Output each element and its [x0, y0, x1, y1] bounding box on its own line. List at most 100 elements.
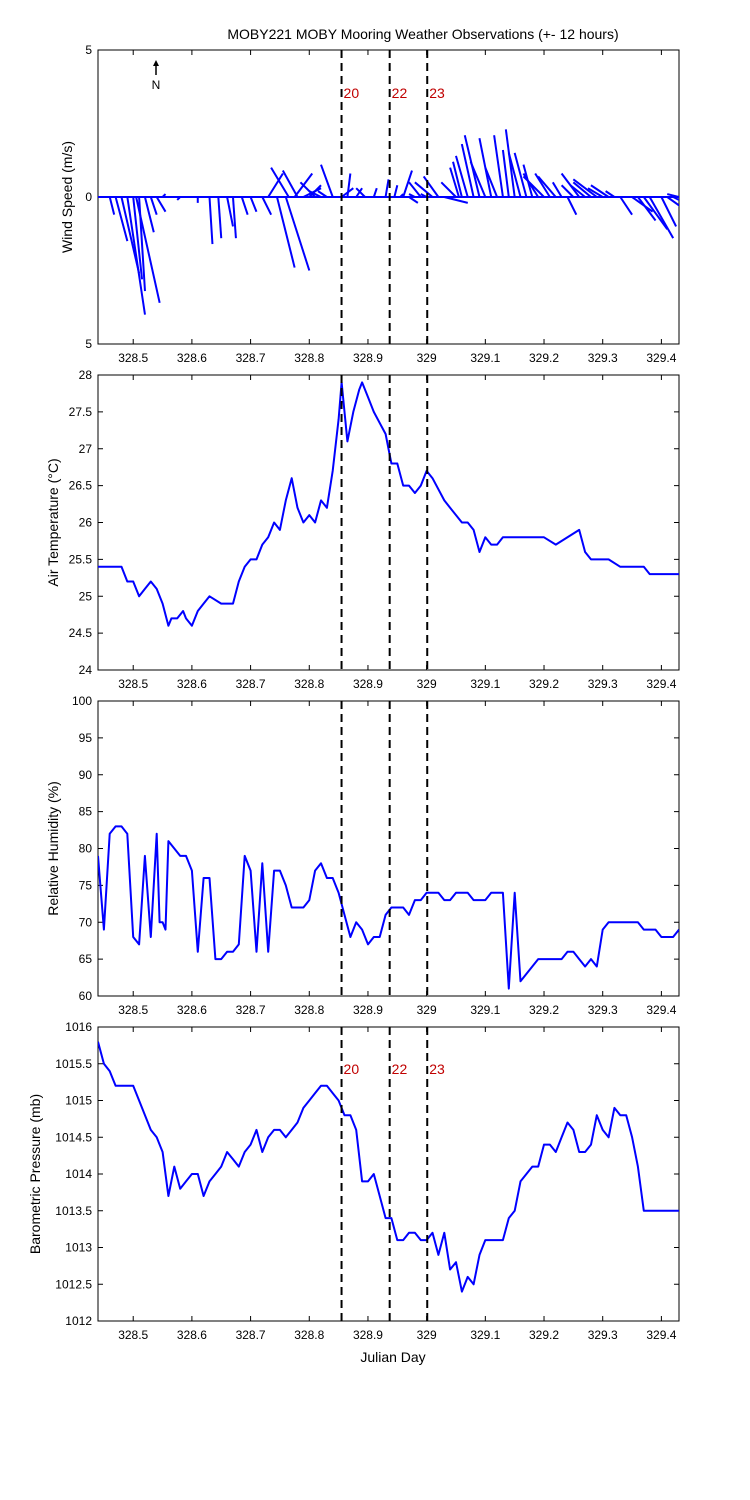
event-marker-label: 23 — [429, 85, 445, 101]
wind-vector — [572, 178, 598, 198]
wind-vector — [420, 193, 428, 198]
wind-vector — [132, 196, 144, 280]
wind-vector — [569, 184, 586, 198]
y-tick-label: 25 — [79, 589, 93, 603]
panel-1: 328.5 328.6 328.7 328.8 328.9 329 329.1 329.2 32… — [59, 43, 680, 365]
y-axis-label: Air Temperature (°C) — [45, 458, 61, 586]
x-tick-label: 329.3 — [588, 351, 618, 365]
x-tick-label: 329.3 — [588, 677, 618, 691]
y-tick-label: 5 — [85, 337, 92, 351]
wind-vector — [346, 173, 352, 198]
wind-vector — [267, 172, 284, 198]
wind-vector — [484, 167, 498, 198]
x-tick-label: 328.8 — [294, 1003, 324, 1017]
wind-vector — [537, 175, 557, 198]
x-tick-label: 329.2 — [529, 1003, 559, 1017]
wind-vector — [422, 175, 440, 198]
wind-vector — [231, 196, 237, 239]
north-arrow-head — [153, 60, 159, 66]
x-tick-label: 329.4 — [646, 1328, 676, 1342]
panel-4: 328.5 328.6 328.7 328.8 328.9 329 329.1 329.2 32… — [27, 1020, 680, 1342]
y-tick-label: 85 — [79, 805, 93, 819]
y-tick-label: 100 — [72, 694, 92, 708]
wind-vector — [399, 193, 404, 198]
y-tick-label: 1013 — [65, 1241, 92, 1255]
wind-vector — [666, 193, 679, 198]
data-series-line — [98, 1041, 679, 1293]
wind-vector — [660, 196, 677, 227]
x-tick-label: 329.3 — [588, 1328, 618, 1342]
wind-vector — [299, 181, 316, 198]
chart-panels: 328.5 328.6 328.7 328.8 328.9 329 329.1 329.2 32… — [27, 43, 680, 1342]
wind-vector — [372, 187, 378, 198]
wind-vector — [522, 175, 545, 198]
wind-vector — [408, 181, 422, 198]
wind-vector — [605, 190, 615, 198]
y-tick-label: 60 — [79, 989, 93, 1003]
x-tick-label: 328.7 — [236, 677, 266, 691]
north-label: N — [152, 78, 161, 92]
x-tick-label: 329.2 — [529, 351, 559, 365]
y-tick-label: 95 — [79, 731, 93, 745]
y-tick-label: 27 — [79, 442, 93, 456]
x-tick-label: 329.4 — [646, 677, 676, 691]
wind-vector — [143, 196, 155, 233]
wind-vector — [270, 167, 290, 198]
wind-vector — [440, 181, 457, 198]
wind-vector — [226, 196, 234, 227]
plot-area — [98, 1041, 679, 1293]
wind-vector — [355, 187, 366, 198]
wind-vector — [317, 190, 328, 198]
y-tick-label: 25.5 — [69, 552, 93, 566]
y-tick-label: 26 — [79, 516, 93, 530]
wind-vector — [449, 167, 460, 198]
y-tick-label: 24.5 — [69, 626, 93, 640]
x-tick-label: 329 — [417, 1003, 437, 1017]
y-tick-label: 0 — [85, 190, 92, 204]
y-tick-label: 28 — [79, 368, 93, 382]
x-tick-label: 328.9 — [353, 1003, 383, 1017]
wind-vector — [108, 196, 116, 215]
y-tick-label: 24 — [79, 663, 93, 677]
x-tick-label: 328.6 — [177, 1328, 207, 1342]
wind-vector — [452, 161, 463, 198]
x-tick-label: 329.1 — [470, 1328, 500, 1342]
wind-vector — [666, 196, 679, 207]
x-tick-label: 329.1 — [470, 677, 500, 691]
x-tick-label: 328.7 — [236, 1328, 266, 1342]
x-tick-label: 328.5 — [118, 1328, 148, 1342]
y-tick-label: 90 — [79, 768, 93, 782]
y-tick-label: 1014.5 — [55, 1130, 92, 1144]
wind-vector — [551, 181, 563, 198]
wind-vector — [149, 196, 158, 215]
wind-vector — [355, 187, 363, 198]
y-tick-label: 26.5 — [69, 479, 93, 493]
x-tick-label: 328.5 — [118, 677, 148, 691]
x-tick-label: 328.7 — [236, 351, 266, 365]
wind-vector — [455, 155, 469, 198]
wind-vector — [138, 196, 146, 292]
event-marker-label: 20 — [344, 1061, 360, 1077]
wind-vector — [566, 196, 578, 216]
wind-vector — [522, 172, 539, 198]
x-tick-label: 328.7 — [236, 1003, 266, 1017]
plot-area — [98, 381, 679, 627]
wind-vector — [261, 196, 273, 216]
x-tick-label: 329.4 — [646, 1003, 676, 1017]
x-tick-label: 328.5 — [118, 1003, 148, 1017]
wind-vector — [320, 164, 334, 198]
y-tick-label: 1014 — [65, 1167, 92, 1181]
panel-2: 328.5 328.6 328.7 328.8 328.9 329 329.1 329.2 32… — [45, 368, 680, 691]
y-tick-label: 27.5 — [69, 405, 93, 419]
x-tick-label: 328.9 — [353, 677, 383, 691]
wind-vector — [408, 196, 419, 204]
data-series-line — [98, 381, 679, 627]
x-tick-label: 328.9 — [353, 1328, 383, 1342]
data-series-line — [98, 825, 679, 990]
x-tick-label: 328.9 — [353, 351, 383, 365]
wind-vector — [217, 196, 223, 239]
x-tick-label: 328.6 — [177, 351, 207, 365]
wind-vector — [308, 184, 322, 198]
y-tick-label: 1013.5 — [55, 1204, 92, 1218]
